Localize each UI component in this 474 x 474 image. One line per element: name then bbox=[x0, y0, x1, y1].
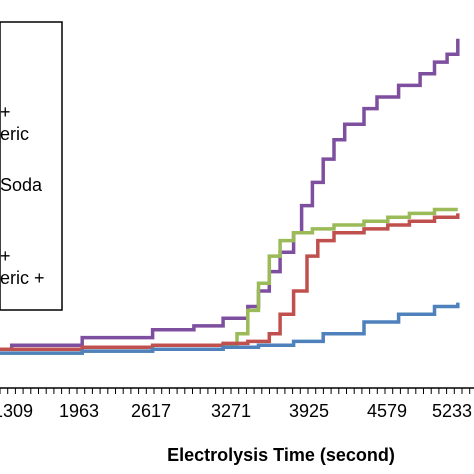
x-axis-title: Electrolysis Time (second) bbox=[167, 445, 395, 465]
x-tick-label-2617: 2617 bbox=[131, 401, 171, 421]
legend-box bbox=[0, 21, 63, 311]
x-axis-tick-labels: 1309 1963 2617 3271 3925 4579 5233 bbox=[0, 401, 472, 421]
legend-entry-1: + bbox=[0, 102, 11, 122]
x-tick-label-3925: 3925 bbox=[289, 401, 329, 421]
series-line-4 bbox=[0, 302, 460, 355]
legend-entry-5: eric + bbox=[0, 268, 45, 288]
x-tick-label-4579: 4579 bbox=[367, 401, 407, 421]
x-tick-label-3271: 3271 bbox=[211, 401, 251, 421]
series-line-1 bbox=[0, 38, 460, 351]
legend-entry-3: Soda bbox=[0, 175, 43, 195]
x-tick-label-1963: 1963 bbox=[59, 401, 99, 421]
legend-entry-4: + bbox=[0, 246, 11, 266]
legend-entry-2: eric bbox=[0, 124, 29, 144]
x-axis-ticks bbox=[0, 388, 471, 394]
series-layer bbox=[0, 38, 460, 355]
x-tick-label-5233: 5233 bbox=[432, 401, 472, 421]
x-tick-label-1309: 1309 bbox=[0, 401, 33, 421]
series-line-3 bbox=[0, 213, 460, 351]
legend: + eric Soda + eric + bbox=[0, 21, 63, 311]
